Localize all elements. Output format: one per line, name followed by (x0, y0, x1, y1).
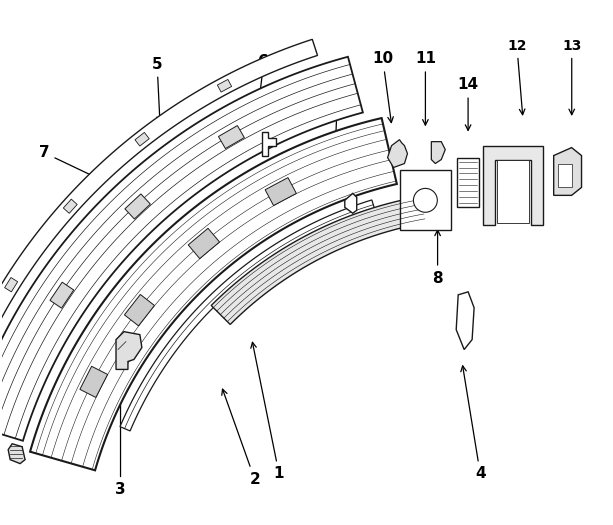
Polygon shape (262, 132, 276, 155)
Polygon shape (218, 125, 245, 149)
Text: 12: 12 (507, 39, 527, 115)
Text: 3: 3 (115, 374, 126, 497)
Text: 4: 4 (461, 366, 485, 481)
Polygon shape (456, 292, 474, 350)
Polygon shape (125, 194, 150, 219)
Polygon shape (188, 228, 219, 259)
Text: 6: 6 (253, 54, 269, 133)
Circle shape (413, 188, 437, 212)
Polygon shape (211, 196, 425, 324)
Polygon shape (120, 200, 375, 431)
Text: 5: 5 (152, 57, 162, 122)
Polygon shape (554, 148, 582, 195)
Bar (457, 158, 479, 207)
Text: 14: 14 (457, 78, 479, 130)
Polygon shape (5, 278, 18, 292)
Bar (497, 160, 529, 223)
Polygon shape (124, 295, 154, 326)
Polygon shape (116, 332, 142, 370)
Text: 10: 10 (372, 51, 394, 122)
Polygon shape (218, 79, 232, 92)
Polygon shape (80, 366, 108, 397)
Polygon shape (135, 132, 149, 146)
Polygon shape (265, 177, 296, 206)
Polygon shape (0, 57, 363, 441)
Text: 1: 1 (251, 342, 284, 481)
Bar (558, 163, 571, 187)
Polygon shape (0, 39, 318, 375)
Polygon shape (30, 118, 397, 470)
Polygon shape (483, 145, 543, 225)
Polygon shape (432, 142, 445, 163)
Polygon shape (387, 140, 408, 167)
Text: 9: 9 (332, 101, 342, 175)
Text: 2: 2 (28, 298, 47, 330)
Polygon shape (8, 444, 25, 464)
Polygon shape (50, 282, 74, 308)
Text: 7: 7 (39, 145, 96, 177)
Polygon shape (63, 199, 77, 213)
Text: 8: 8 (432, 230, 443, 286)
Text: 13: 13 (562, 39, 582, 115)
Text: 11: 11 (415, 51, 436, 125)
Bar (400, 171, 451, 230)
Text: 2: 2 (222, 389, 260, 487)
Polygon shape (345, 193, 357, 213)
